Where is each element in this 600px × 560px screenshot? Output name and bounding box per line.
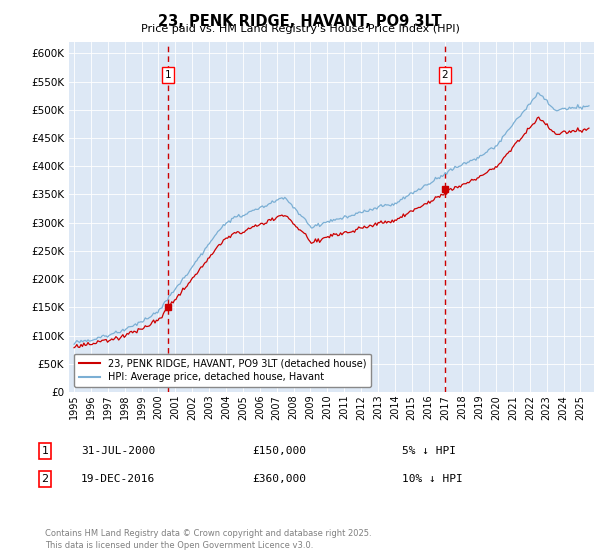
Text: 19-DEC-2016: 19-DEC-2016	[81, 474, 155, 484]
Text: Price paid vs. HM Land Registry's House Price Index (HPI): Price paid vs. HM Land Registry's House …	[140, 24, 460, 34]
Text: 1: 1	[165, 70, 172, 80]
Text: £360,000: £360,000	[252, 474, 306, 484]
Text: £150,000: £150,000	[252, 446, 306, 456]
Text: 2: 2	[442, 70, 448, 80]
Text: 31-JUL-2000: 31-JUL-2000	[81, 446, 155, 456]
Legend: 23, PENK RIDGE, HAVANT, PO9 3LT (detached house), HPI: Average price, detached h: 23, PENK RIDGE, HAVANT, PO9 3LT (detache…	[74, 353, 371, 387]
Text: 2: 2	[41, 474, 49, 484]
Text: 10% ↓ HPI: 10% ↓ HPI	[402, 474, 463, 484]
Text: 23, PENK RIDGE, HAVANT, PO9 3LT: 23, PENK RIDGE, HAVANT, PO9 3LT	[158, 14, 442, 29]
Text: 1: 1	[41, 446, 49, 456]
Text: Contains HM Land Registry data © Crown copyright and database right 2025.
This d: Contains HM Land Registry data © Crown c…	[45, 529, 371, 550]
Text: 5% ↓ HPI: 5% ↓ HPI	[402, 446, 456, 456]
